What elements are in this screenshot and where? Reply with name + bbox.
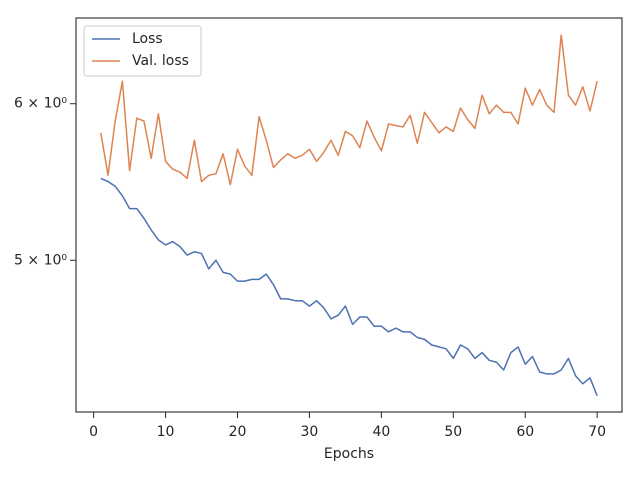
legend-label: Loss: [132, 31, 163, 47]
x-tick-label: 20: [229, 424, 247, 440]
x-axis-label: Epochs: [324, 446, 374, 462]
plot-frame: [75, 17, 623, 413]
x-tick-label: 30: [301, 424, 319, 440]
x-tick-label: 0: [89, 424, 98, 440]
line-series: [100, 34, 598, 186]
y-tick-label: 6 × 10⁰: [14, 96, 67, 112]
x-tick-label: 10: [157, 424, 175, 440]
line-series: [100, 177, 598, 397]
x-tick-label: 40: [372, 424, 390, 440]
x-tick-label: 60: [516, 424, 534, 440]
x-tick-label: 70: [588, 424, 606, 440]
y-tick-label: 5 × 10⁰: [14, 252, 67, 268]
x-tick-label: 50: [444, 424, 462, 440]
legend-label: Val. loss: [132, 53, 189, 69]
